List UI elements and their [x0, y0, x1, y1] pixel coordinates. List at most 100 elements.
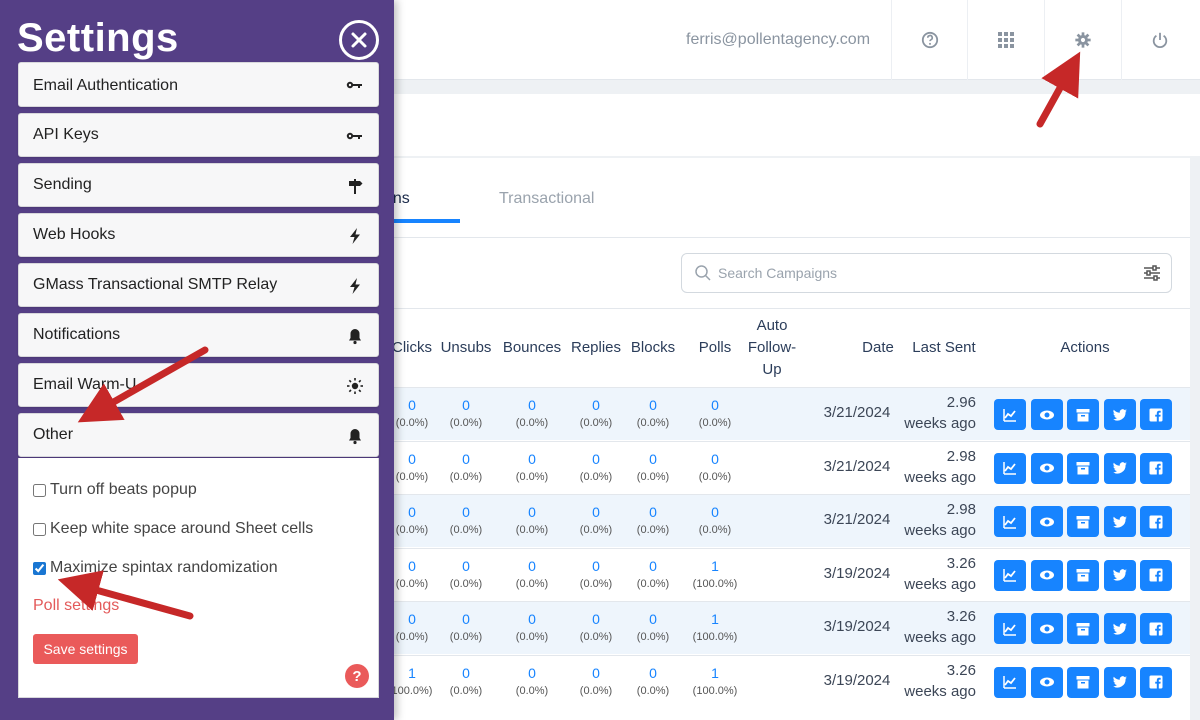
checkbox-spintax[interactable]: [33, 561, 46, 575]
settings-button[interactable]: [1044, 0, 1120, 80]
bounces-count[interactable]: 0: [528, 450, 536, 467]
unsubs-count[interactable]: 0: [462, 611, 470, 627]
bounces-count[interactable]: 0: [528, 664, 536, 681]
user-email[interactable]: ferris@pollentagency.com: [686, 31, 871, 48]
settings-section-web-hooks[interactable]: Web Hooks: [18, 213, 379, 257]
col-polls[interactable]: Polls: [698, 339, 732, 356]
chart-action-button[interactable]: [994, 452, 1026, 484]
save-settings-button[interactable]: Save settings: [33, 634, 138, 664]
replies-count[interactable]: 0: [592, 504, 600, 520]
table-row[interactable]: 0 (0.0%) 0 (0.0%) 0 (0.0%) 0 (0.0%) 0 (0.0%) 1 (100…: [0, 547, 1190, 601]
archive-action-button[interactable]: [1067, 506, 1099, 537]
clicks-count[interactable]: 0: [408, 397, 416, 413]
facebook-action-button[interactable]: [1140, 559, 1172, 591]
settings-section-other[interactable]: Other: [18, 413, 379, 457]
archive-action-button[interactable]: [1067, 399, 1099, 430]
unsubs-count[interactable]: 0: [462, 504, 470, 520]
chart-action-button[interactable]: [994, 666, 1026, 698]
table-row[interactable]: 0 (0.0%) 0 (0.0%) 0 (0.0%) 0 (0.0%) 0 (0.0%) 0 (0.0…: [0, 440, 1190, 494]
twitter-action-button[interactable]: [1103, 399, 1136, 430]
twitter-action-button[interactable]: [1103, 613, 1136, 644]
table-row[interactable]: 1 100.0%) 0 (0.0%) 0 (0.0%) 0 (0.0%) 0 (0.0%) 1 (10…: [0, 654, 1190, 708]
polls-count[interactable]: 1: [711, 664, 719, 681]
facebook-action-button[interactable]: [1140, 399, 1172, 430]
col-replies[interactable]: Replies: [570, 339, 622, 356]
tab-transactional[interactable]: Transactional: [499, 190, 595, 207]
replies-count[interactable]: 0: [592, 450, 600, 467]
col-clicks[interactable]: Clicks: [392, 339, 432, 356]
help-button[interactable]: [891, 0, 967, 80]
col-bounces[interactable]: Bounces: [502, 339, 562, 356]
poll-settings-link[interactable]: Poll settings: [33, 597, 120, 614]
blocks-count[interactable]: 0: [649, 450, 657, 467]
col-auto-followup[interactable]: Auto Follow- Up: [747, 317, 797, 378]
help-bubble-button[interactable]: ?: [345, 664, 369, 688]
blocks-count[interactable]: 0: [649, 397, 657, 413]
twitter-action-button[interactable]: [1103, 506, 1136, 537]
settings-section-notifications[interactable]: Notifications: [18, 313, 379, 357]
eye-action-button[interactable]: [1030, 399, 1063, 430]
clicks-count[interactable]: 0: [408, 557, 416, 574]
chart-action-button[interactable]: [994, 399, 1026, 430]
clicks-count[interactable]: 0: [408, 450, 416, 467]
blocks-count[interactable]: 0: [649, 557, 657, 574]
eye-action-button[interactable]: [1030, 666, 1063, 698]
bounces-count[interactable]: 0: [528, 611, 536, 627]
polls-count[interactable]: 1: [711, 611, 719, 627]
checkbox-white-space[interactable]: [33, 522, 46, 536]
twitter-action-button[interactable]: [1103, 559, 1136, 591]
twitter-action-button[interactable]: [1103, 666, 1136, 698]
search-input[interactable]: [718, 262, 1118, 284]
col-last-sent[interactable]: Last Sent: [912, 339, 976, 356]
polls-count[interactable]: 0: [711, 450, 719, 467]
facebook-action-button[interactable]: [1140, 666, 1172, 698]
polls-count[interactable]: 0: [711, 504, 719, 520]
replies-count[interactable]: 0: [592, 611, 600, 627]
settings-section-api-keys[interactable]: API Keys: [18, 113, 379, 157]
blocks-count[interactable]: 0: [649, 611, 657, 627]
logout-button[interactable]: [1121, 0, 1197, 80]
polls-count[interactable]: 0: [711, 397, 719, 413]
eye-action-button[interactable]: [1030, 452, 1063, 484]
option-maximize-spintax[interactable]: Maximize spintax randomization: [33, 559, 278, 577]
unsubs-count[interactable]: 0: [462, 450, 470, 467]
col-unsubs[interactable]: Unsubs: [440, 339, 492, 356]
chart-action-button[interactable]: [994, 613, 1026, 644]
col-date[interactable]: Date: [862, 339, 894, 356]
option-keep-white-space[interactable]: Keep white space around Sheet cells: [33, 520, 313, 538]
settings-section-gmass-transactional-smtp-relay[interactable]: GMass Transactional SMTP Relay: [18, 263, 379, 307]
settings-section-email-warm-u[interactable]: Email Warm-U: [18, 363, 379, 407]
facebook-action-button[interactable]: [1140, 452, 1172, 484]
archive-action-button[interactable]: [1067, 452, 1099, 484]
blocks-count[interactable]: 0: [649, 504, 657, 520]
unsubs-count[interactable]: 0: [462, 664, 470, 681]
col-blocks[interactable]: Blocks: [630, 339, 676, 356]
filter-sliders-icon[interactable]: [1143, 264, 1161, 282]
option-turn-off-beats-popup[interactable]: Turn off beats popup: [33, 481, 197, 499]
polls-count[interactable]: 1: [711, 557, 719, 574]
eye-action-button[interactable]: [1030, 506, 1063, 537]
bounces-count[interactable]: 0: [528, 397, 536, 413]
facebook-action-button[interactable]: [1140, 506, 1172, 537]
clicks-count[interactable]: 0: [408, 504, 416, 520]
replies-count[interactable]: 0: [592, 397, 600, 413]
archive-action-button[interactable]: [1067, 666, 1099, 698]
unsubs-count[interactable]: 0: [462, 557, 470, 574]
settings-section-sending[interactable]: Sending: [18, 163, 379, 207]
facebook-action-button[interactable]: [1140, 613, 1172, 644]
replies-count[interactable]: 0: [592, 664, 600, 681]
archive-action-button[interactable]: [1067, 559, 1099, 591]
unsubs-count[interactable]: 0: [462, 397, 470, 413]
bounces-count[interactable]: 0: [528, 504, 536, 520]
clicks-count[interactable]: 0: [408, 611, 416, 627]
bounces-count[interactable]: 0: [528, 557, 536, 574]
chart-action-button[interactable]: [994, 506, 1026, 537]
archive-action-button[interactable]: [1067, 613, 1099, 644]
eye-action-button[interactable]: [1030, 613, 1063, 644]
settings-section-email-authentication[interactable]: Email Authentication: [18, 62, 379, 107]
apps-button[interactable]: [967, 0, 1043, 80]
checkbox-beats-popup[interactable]: [33, 483, 46, 497]
eye-action-button[interactable]: [1030, 559, 1063, 591]
replies-count[interactable]: 0: [592, 557, 600, 574]
blocks-count[interactable]: 0: [649, 664, 657, 681]
